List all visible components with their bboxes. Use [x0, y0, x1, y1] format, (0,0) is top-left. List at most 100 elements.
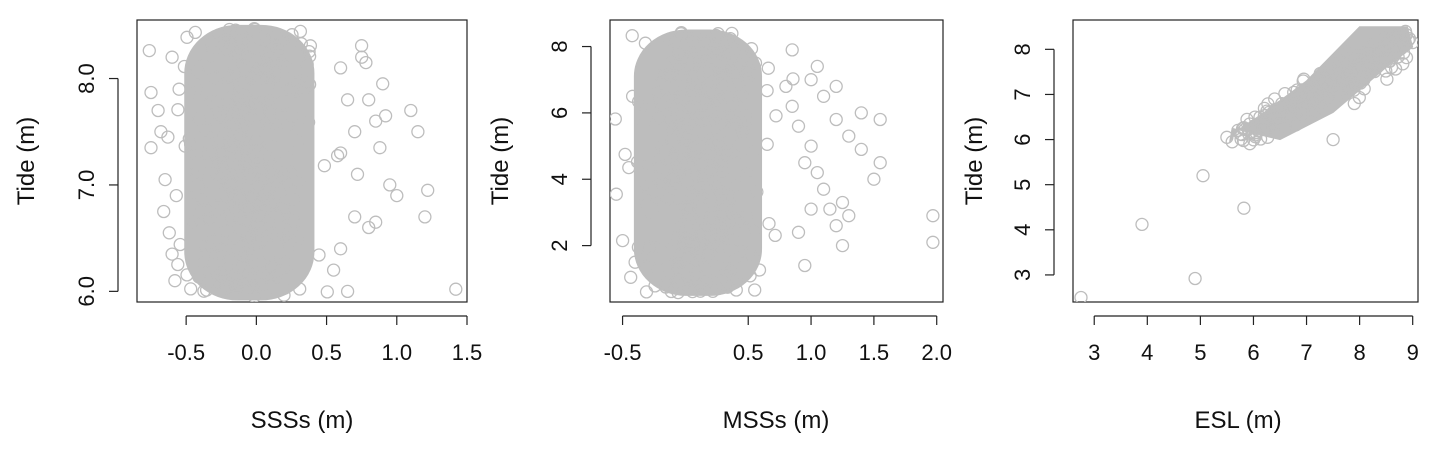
data-point — [383, 178, 397, 192]
data-point — [214, 170, 228, 184]
data-point — [253, 269, 267, 283]
data-point — [681, 99, 695, 114]
data-point — [1287, 85, 1301, 100]
data-point — [157, 204, 171, 219]
data-point — [278, 149, 293, 163]
data-point — [1361, 60, 1376, 74]
data-point — [748, 224, 762, 238]
data-point — [222, 22, 237, 37]
data-point — [260, 69, 274, 84]
data-point — [220, 70, 234, 85]
data-point — [1265, 109, 1279, 124]
data-point — [711, 180, 725, 194]
data-point — [785, 99, 799, 113]
data-point — [714, 188, 728, 202]
data-point — [189, 188, 204, 202]
data-point — [242, 231, 256, 246]
data-point — [320, 285, 334, 299]
data-point — [651, 85, 665, 99]
data-point — [704, 195, 719, 209]
data-point — [247, 21, 261, 36]
data-point — [257, 190, 271, 205]
data-point — [177, 59, 192, 74]
data-point — [1264, 115, 1278, 129]
data-point — [224, 213, 238, 227]
data-point — [704, 210, 718, 225]
x-axis-title-sssS: SSSs (m) — [251, 407, 354, 434]
data-point — [183, 137, 198, 151]
data-point — [663, 164, 677, 178]
data-point — [663, 55, 677, 69]
data-point — [245, 241, 260, 255]
y-tick-label: 2 — [547, 239, 572, 251]
data-point — [243, 50, 257, 64]
data-point — [449, 282, 463, 296]
data-point — [739, 66, 754, 80]
data-point — [829, 79, 843, 94]
data-point — [1385, 34, 1399, 48]
data-point — [241, 259, 256, 273]
data-point — [225, 139, 240, 153]
data-point — [213, 279, 228, 293]
data-point — [926, 209, 940, 223]
data-point — [142, 43, 156, 58]
y-tick-label: 8 — [547, 40, 572, 52]
data-point — [247, 188, 262, 203]
data-point — [1275, 103, 1289, 118]
data-point — [354, 39, 369, 53]
data-point — [265, 261, 279, 276]
data-point — [835, 195, 850, 210]
data-point — [1290, 83, 1304, 97]
data-point — [666, 89, 680, 103]
data-point — [272, 218, 286, 233]
data-point — [666, 105, 681, 119]
data-point — [258, 117, 273, 131]
data-point — [676, 125, 690, 140]
data-point — [259, 33, 273, 47]
data-point — [299, 75, 314, 89]
data-point — [207, 263, 221, 277]
y-tick-label: 6.0 — [74, 276, 99, 307]
data-point — [234, 125, 248, 140]
data-point — [285, 28, 299, 42]
data-point — [1389, 29, 1404, 44]
data-point — [411, 125, 425, 139]
data-point — [151, 103, 165, 118]
data-point — [280, 59, 294, 73]
data-point — [685, 83, 700, 97]
data-point — [702, 101, 716, 115]
data-point — [710, 137, 725, 151]
data-point — [216, 161, 231, 175]
data-point — [668, 80, 683, 95]
data-point — [625, 29, 639, 43]
y-tick-label: 6 — [1010, 133, 1035, 145]
data-point — [162, 226, 176, 240]
x-axis-title-msss: MSSs (m) — [723, 407, 830, 434]
data-point — [269, 270, 283, 284]
data-point — [158, 172, 172, 187]
data-point — [668, 256, 683, 270]
x-tick-label: 8 — [1353, 340, 1365, 365]
data-point — [218, 224, 232, 238]
data-point — [737, 127, 751, 142]
data-point — [1135, 217, 1149, 232]
data-point — [659, 142, 673, 157]
data-point — [250, 216, 264, 230]
data-point — [702, 243, 716, 257]
x-tick-label: 1.0 — [381, 340, 412, 365]
data-point — [720, 255, 734, 270]
data-point — [723, 191, 737, 205]
data-point — [686, 149, 700, 164]
data-point — [1297, 72, 1311, 86]
data-point — [743, 269, 757, 283]
data-point — [225, 36, 240, 51]
data-point — [716, 223, 730, 237]
data-point — [233, 197, 248, 211]
plot-box — [609, 19, 944, 303]
y-tick-label: 4 — [547, 173, 572, 185]
x-tick-label: 0.0 — [241, 340, 272, 365]
data-point — [248, 282, 262, 296]
data-point — [1334, 80, 1349, 95]
x-tick-label: 2.0 — [921, 340, 952, 365]
